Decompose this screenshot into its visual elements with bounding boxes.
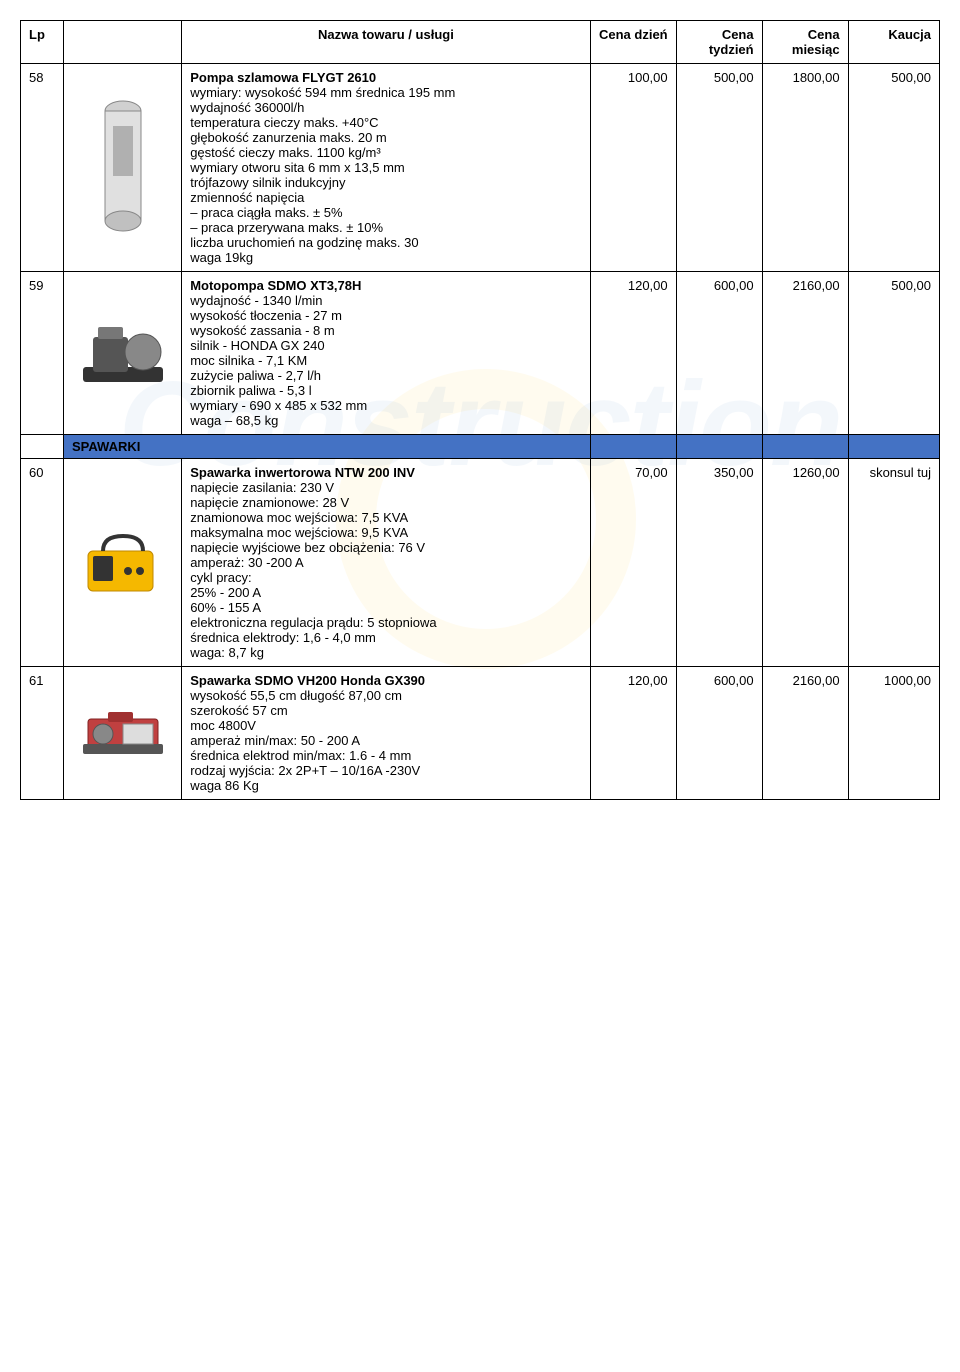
product-desc: wysokość 55,5 cm długość 87,00 cm szerok…	[190, 688, 420, 793]
section-empty	[590, 435, 676, 459]
cell-name: Spawarka inwertorowa NTW 200 INV napięci…	[182, 459, 590, 667]
section-label: SPAWARKI	[63, 435, 590, 459]
welder-icon	[78, 526, 168, 596]
cell-price-month: 2160,00	[762, 667, 848, 800]
table-row: 59 Motopompa SDMO XT3,78H wydajność - 13…	[21, 272, 940, 435]
header-row: Lp Nazwa towaru / usługi Cena dzień Cena…	[21, 21, 940, 64]
section-empty	[848, 435, 939, 459]
section-empty	[762, 435, 848, 459]
header-name: Nazwa towaru / usługi	[182, 21, 590, 64]
cell-price-week: 350,00	[676, 459, 762, 667]
cell-lp: 58	[21, 64, 64, 272]
product-title: Motopompa SDMO XT3,78H	[190, 278, 361, 293]
cell-deposit: 1000,00	[848, 667, 939, 800]
cell-name: Motopompa SDMO XT3,78H wydajność - 1340 …	[182, 272, 590, 435]
cell-price-month: 2160,00	[762, 272, 848, 435]
section-row: SPAWARKI	[21, 435, 940, 459]
table-row: 60 Spawarka inwertorowa NTW 200 INV napi…	[21, 459, 940, 667]
cell-price-week: 600,00	[676, 667, 762, 800]
cell-price-day: 120,00	[590, 667, 676, 800]
cell-image	[63, 459, 181, 667]
header-deposit: Kaucja	[848, 21, 939, 64]
cell-image	[63, 667, 181, 800]
product-desc: wymiary: wysokość 594 mm średnica 195 mm…	[190, 85, 455, 265]
product-title: Spawarka inwertorowa NTW 200 INV	[190, 465, 415, 480]
cell-price-week: 600,00	[676, 272, 762, 435]
section-lp-empty	[21, 435, 64, 459]
motopump-icon	[78, 317, 168, 387]
cell-lp: 60	[21, 459, 64, 667]
header-price-month: Cena miesiąc	[762, 21, 848, 64]
product-desc: napięcie zasilania: 230 V napięcie znami…	[190, 480, 436, 660]
header-price-week: Cena tydzień	[676, 21, 762, 64]
header-price-day: Cena dzień	[590, 21, 676, 64]
generator-welder-icon	[78, 704, 168, 759]
header-lp: Lp	[21, 21, 64, 64]
cell-image	[63, 64, 181, 272]
price-table: Lp Nazwa towaru / usługi Cena dzień Cena…	[20, 20, 940, 800]
cell-name: Pompa szlamowa FLYGT 2610 wymiary: wysok…	[182, 64, 590, 272]
header-image	[63, 21, 181, 64]
product-title: Spawarka SDMO VH200 Honda GX390	[190, 673, 425, 688]
cell-price-week: 500,00	[676, 64, 762, 272]
cell-name: Spawarka SDMO VH200 Honda GX390 wysokość…	[182, 667, 590, 800]
cell-deposit: skonsul tuj	[848, 459, 939, 667]
cell-lp: 59	[21, 272, 64, 435]
table-row: 58 Pompa szlamowa FLYGT 2610 wymiary: wy…	[21, 64, 940, 272]
table-row: 61 Spawarka SDMO VH200 Honda GX390 wysok…	[21, 667, 940, 800]
cell-price-month: 1260,00	[762, 459, 848, 667]
product-title: Pompa szlamowa FLYGT 2610	[190, 70, 376, 85]
cell-price-day: 100,00	[590, 64, 676, 272]
pump-icon	[98, 96, 148, 236]
cell-deposit: 500,00	[848, 64, 939, 272]
cell-lp: 61	[21, 667, 64, 800]
cell-price-day: 120,00	[590, 272, 676, 435]
section-empty	[676, 435, 762, 459]
cell-image	[63, 272, 181, 435]
product-desc: wydajność - 1340 l/min wysokość tłoczeni…	[190, 293, 367, 428]
cell-deposit: 500,00	[848, 272, 939, 435]
cell-price-day: 70,00	[590, 459, 676, 667]
cell-price-month: 1800,00	[762, 64, 848, 272]
